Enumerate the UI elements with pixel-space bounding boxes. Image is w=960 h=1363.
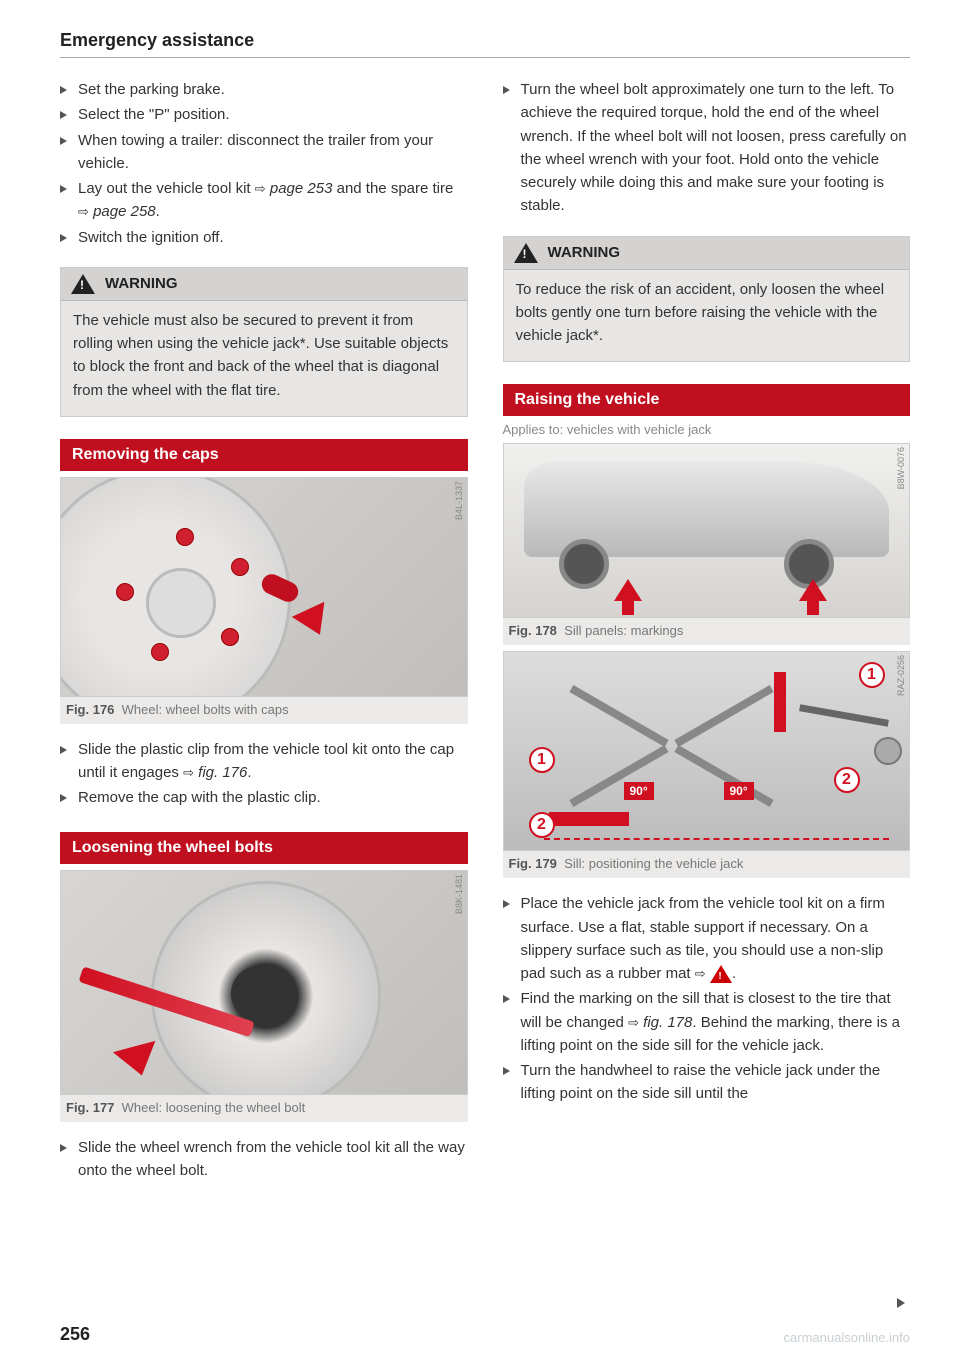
- warning-title: WARNING: [105, 275, 178, 292]
- right-bullets-top: Turn the wheel bolt approximately one tu…: [503, 78, 911, 218]
- fig-caption: Fig. 177 Wheel: loosening the wheel bolt: [60, 1095, 468, 1117]
- right-bullets-bottom: Place the vehicle jack from the vehicle …: [503, 892, 911, 1105]
- img-code: B8W-0076: [896, 447, 906, 489]
- figure-176: B4L-1337 Fig. 176 Wheel: wheel bolts wit…: [60, 477, 468, 724]
- fig-caption: Fig. 176 Wheel: wheel bolts with caps: [60, 697, 468, 719]
- section-header-removing-caps: Removing the caps: [60, 439, 468, 471]
- bullet-item: Switch the ignition off.: [60, 226, 468, 249]
- warning-icon: [71, 274, 95, 294]
- continuation-arrow-icon: [897, 1298, 905, 1308]
- page-number: 256: [60, 1324, 90, 1345]
- img-code: B8K-1481: [454, 874, 464, 914]
- right-column: Turn the wheel bolt approximately one tu…: [503, 78, 911, 1184]
- warning-box: WARNING The vehicle must also be secured…: [60, 267, 468, 417]
- watermark: carmanualsonline.info: [784, 1330, 910, 1345]
- bullet-item: Select the "P" position.: [60, 103, 468, 126]
- bullet-item: Place the vehicle jack from the vehicle …: [503, 892, 911, 985]
- warning-body: To reduce the risk of an accident, only …: [504, 270, 910, 362]
- warning-icon: [514, 243, 538, 263]
- left-column: Set the parking brake. Select the "P" po…: [60, 78, 468, 1184]
- warning-body: The vehicle must also be secured to prev…: [61, 301, 467, 416]
- bullet-item: Turn the handwheel to raise the vehicle …: [503, 1059, 911, 1106]
- fig-caption: Fig. 178 Sill panels: markings: [503, 618, 911, 640]
- left-bullets-top: Set the parking brake. Select the "P" po…: [60, 78, 468, 249]
- warning-title: WARNING: [548, 244, 621, 261]
- figure-179: RAZ-0256 1 1 2 2 90° 90° Fig. 179 Sill: …: [503, 651, 911, 878]
- img-code: RAZ-0256: [896, 655, 906, 696]
- section-header-raising: Raising the vehicle: [503, 384, 911, 416]
- angle-label: 90°: [624, 782, 654, 800]
- warning-box: WARNING To reduce the risk of an acciden…: [503, 236, 911, 363]
- bullet-item: Slide the plastic clip from the vehicle …: [60, 738, 468, 785]
- bullet-item: Set the parking brake.: [60, 78, 468, 101]
- callout-1: 1: [529, 747, 555, 773]
- fig-caption: Fig. 179 Sill: positioning the vehicle j…: [503, 851, 911, 873]
- callout-2: 2: [529, 812, 555, 838]
- figure-178: B8W-0076 Fig. 178 Sill panels: markings: [503, 443, 911, 645]
- bullet-item: Lay out the vehicle tool kit ⇨ page 253 …: [60, 177, 468, 224]
- img-code: B4L-1337: [454, 481, 464, 520]
- warning-icon-inline: [710, 965, 732, 983]
- applies-to: Applies to: vehicles with vehicle jack: [503, 422, 911, 437]
- figure-177: B8K-1481 Fig. 177 Wheel: loosening the w…: [60, 870, 468, 1122]
- left-bullets-mid: Slide the plastic clip from the vehicle …: [60, 738, 468, 810]
- bullet-item: When towing a trailer: disconnect the tr…: [60, 129, 468, 176]
- callout-2b: 2: [834, 767, 860, 793]
- bullet-item: Slide the wheel wrench from the vehicle …: [60, 1136, 468, 1183]
- bullet-item: Remove the cap with the plastic clip.: [60, 786, 468, 809]
- bullet-item: Turn the wheel bolt approximately one tu…: [503, 78, 911, 218]
- angle-label: 90°: [724, 782, 754, 800]
- section-header-loosening: Loosening the wheel bolts: [60, 832, 468, 864]
- left-bullets-bottom: Slide the wheel wrench from the vehicle …: [60, 1136, 468, 1183]
- page-header: Emergency assistance: [60, 30, 910, 58]
- callout-1b: 1: [859, 662, 885, 688]
- bullet-item: Find the marking on the sill that is clo…: [503, 987, 911, 1057]
